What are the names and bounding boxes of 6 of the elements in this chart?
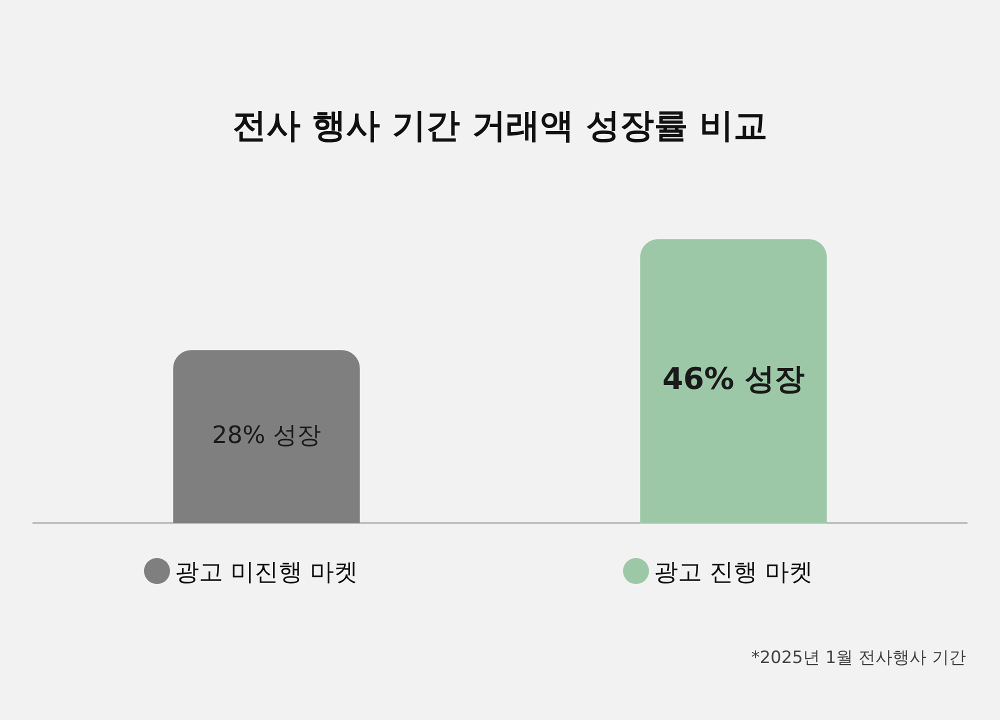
data-label: 46% 성장 xyxy=(662,362,805,398)
chart-title: 전사 행사 기간 거래액 성장률 비교 xyxy=(232,106,768,146)
x-tick-label: 광고 미진행 마켓 xyxy=(174,558,358,586)
data-label: 28% 성장 xyxy=(212,421,321,450)
x-tick-label: 광고 진행 마켓 xyxy=(654,558,814,586)
text: *2025년 1월 전사행사 기간 xyxy=(751,647,966,669)
